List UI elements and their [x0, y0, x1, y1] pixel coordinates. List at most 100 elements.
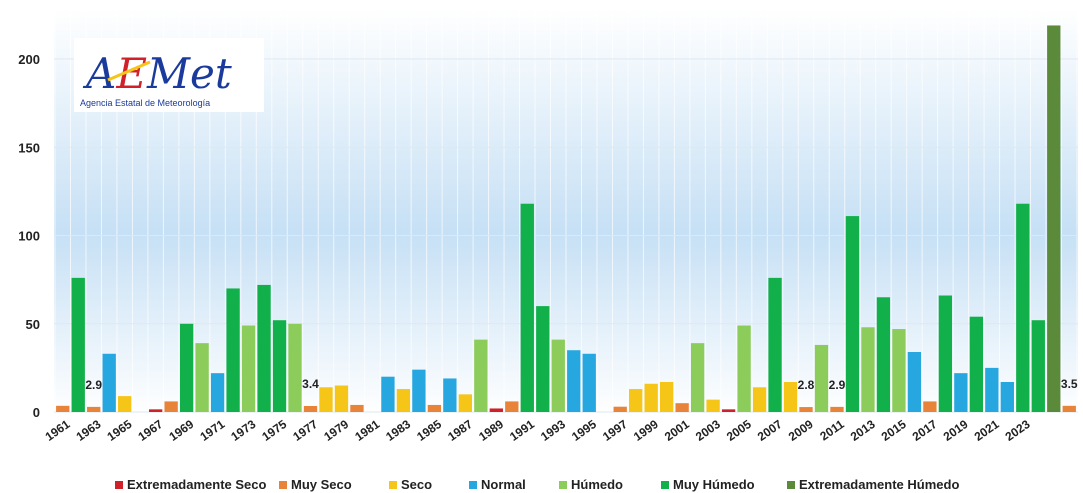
bar-1965 [118, 396, 132, 412]
bar-1993 [551, 339, 565, 412]
x-tick-label: 2005 [724, 417, 754, 444]
x-tick-label: 1961 [43, 417, 73, 444]
bar-1969 [179, 323, 194, 412]
legend-swatch-ext_seco [115, 481, 123, 489]
legend-swatch-normal [469, 481, 477, 489]
bar-2010 [814, 344, 829, 412]
bar-2022 [1000, 381, 1014, 412]
bar-1963 [87, 406, 101, 412]
x-tick-label: 1987 [445, 417, 475, 444]
bar-1997 [613, 406, 627, 412]
bar-1983 [396, 389, 411, 412]
bar-1975 [272, 320, 287, 412]
legend-swatch-muy_humedo [661, 481, 669, 489]
x-tick-label: 1995 [569, 417, 599, 444]
x-tick-label: 1973 [228, 417, 258, 444]
bar-2003 [706, 399, 720, 412]
x-tick-label: 2017 [910, 417, 940, 444]
x-tick-label: 1999 [631, 417, 661, 444]
legend-swatch-muy_seco [279, 481, 287, 489]
bar-1986 [443, 378, 457, 412]
bar-1994 [567, 350, 581, 412]
x-tick-label: 1997 [600, 417, 630, 444]
x-tick-label: 2013 [848, 417, 878, 444]
x-tick-label: 1989 [476, 417, 506, 444]
bar-1962 [71, 277, 85, 412]
bar-2000 [659, 381, 674, 412]
x-tick-label: 1971 [197, 417, 227, 444]
x-axis: 1961 1963 1965 1967 1969 1971 1973 1975 1977 1979… [43, 417, 1033, 444]
bar-2008 [783, 381, 798, 412]
bar-2020 [969, 316, 984, 412]
legend: Extremadamente Seco Muy Seco Seco Normal Húm… [115, 477, 959, 492]
data-label-2009: 2.8 [798, 378, 815, 392]
bar-2024 [1031, 320, 1045, 412]
x-tick-label: 1985 [414, 417, 444, 444]
legend-swatch-seco [389, 481, 397, 489]
logo-subtitle: Agencia Estatal de Meteorología [80, 98, 210, 108]
legend-label-normal: Normal [481, 477, 526, 492]
data-labels: 2.9 3.4 2.8 2.9 3.5 [85, 377, 1078, 392]
y-tick-label: 100 [18, 229, 40, 244]
bar-2015 [892, 329, 906, 412]
bar-2018 [938, 295, 953, 412]
bar-2017 [923, 401, 937, 412]
bar-1991 [520, 203, 534, 412]
bar-1984 [412, 369, 426, 412]
x-tick-label: 1967 [135, 417, 165, 444]
bar-2006 [752, 387, 767, 412]
legend-swatch-humedo [559, 481, 567, 489]
x-tick-label: 1983 [383, 417, 413, 444]
legend-label-muy_seco: Muy Seco [291, 477, 352, 492]
bar-1968 [164, 401, 178, 412]
legend-label-humedo: Húmedo [571, 477, 623, 492]
bar-1979 [334, 385, 349, 412]
bar-2013 [861, 327, 875, 412]
bar-2007 [768, 277, 782, 412]
bar-1985 [427, 404, 442, 412]
bar-1989 [489, 408, 503, 412]
x-tick-label: 2003 [693, 417, 723, 444]
bar-1988 [474, 339, 488, 412]
bar-2011 [830, 406, 844, 412]
y-tick-label: 0 [33, 405, 40, 420]
x-tick-label: 1965 [104, 417, 134, 444]
bar-2026 [1062, 405, 1076, 412]
legend-label-ext_seco: Extremadamente Seco [127, 477, 267, 492]
x-tick-label: 2015 [879, 417, 909, 444]
y-tick-label: 150 [18, 140, 40, 155]
x-tick-label: 2011 [817, 417, 847, 444]
x-tick-label: 2001 [662, 417, 692, 444]
bars [56, 25, 1076, 413]
bar-2005 [737, 325, 751, 412]
bar-1995 [582, 353, 596, 412]
x-tick-label: 2009 [786, 417, 816, 444]
x-tick-label: 1969 [166, 417, 196, 444]
x-tick-label: 1977 [290, 417, 320, 444]
x-tick-label: 1975 [259, 417, 289, 444]
x-tick-label: 1981 [352, 417, 382, 444]
bar-1999 [644, 383, 658, 412]
bar-2019 [954, 373, 968, 412]
x-tick-label: 1979 [321, 417, 351, 444]
svg-text:AEMet: AEMet [82, 49, 232, 98]
data-label-2011: 2.9 [829, 378, 846, 392]
bar-1970 [195, 343, 209, 412]
bar-1974 [257, 284, 271, 412]
bar-2002 [690, 343, 705, 412]
bar-2014 [876, 297, 891, 412]
x-tick-label: 2021 [972, 417, 1002, 444]
bar-2025 [1047, 25, 1061, 413]
bar-1961 [56, 405, 70, 412]
bar-1978 [319, 387, 333, 412]
bar-2001 [675, 403, 689, 412]
y-axis: 0 50 100 150 200 [18, 52, 40, 420]
bar-1972 [226, 288, 240, 412]
bar-2012 [845, 216, 860, 412]
data-label-2026: 3.5 [1061, 377, 1078, 391]
data-label-1977: 3.4 [302, 377, 319, 391]
bar-1990 [505, 401, 519, 412]
x-tick-label: 1963 [74, 417, 104, 444]
bar-1964 [102, 353, 116, 412]
